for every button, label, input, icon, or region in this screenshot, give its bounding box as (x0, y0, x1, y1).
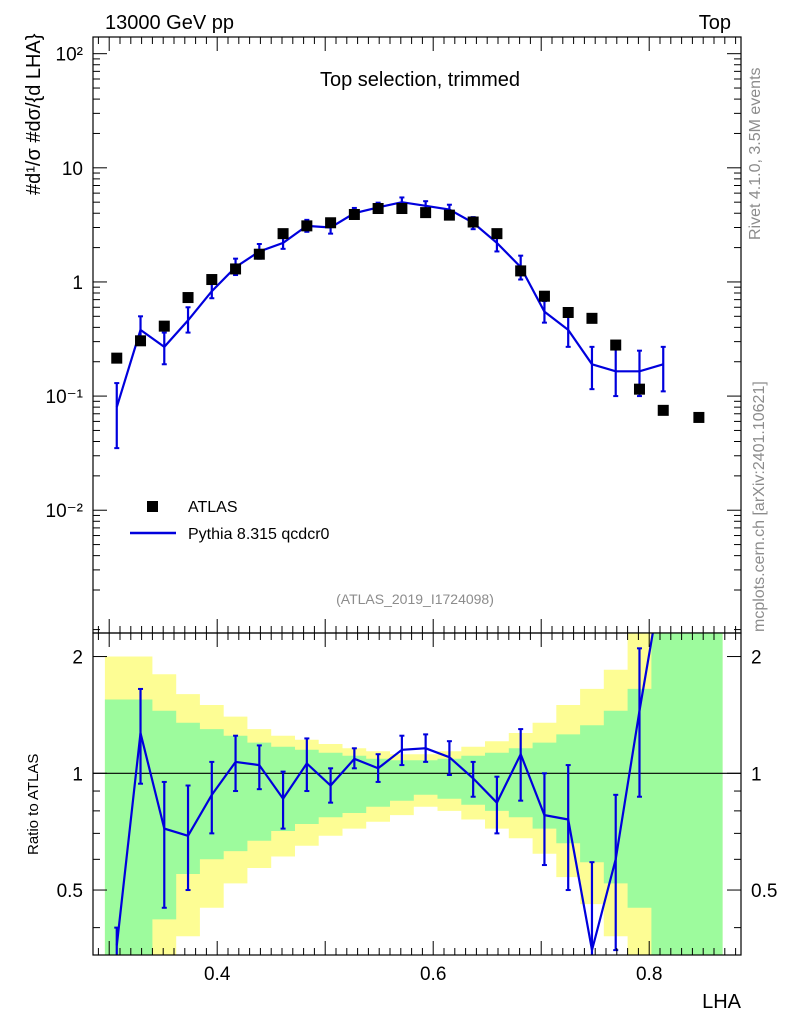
y-tick-label: 10⁻² (46, 501, 84, 522)
main-frame (92, 36, 742, 634)
energy-label: 13000 GeV pp (105, 12, 234, 34)
mcplots-label: mcplots.cern.ch [arXiv:2401.10621] (751, 381, 768, 632)
ratio-y-tick-label-left: 2 (72, 648, 83, 669)
analysis-label: (ATLAS_2019_I1724098) (336, 591, 494, 607)
main-title: Top selection, trimmed (320, 69, 520, 91)
atlas-data-point (325, 217, 337, 229)
ratio-y-tick-label-right: 0.5 (751, 881, 777, 902)
atlas-data-point (111, 352, 123, 364)
x-tick-label: 0.4 (204, 964, 231, 985)
ratio-y-tick-label-right: 2 (751, 648, 762, 669)
ratio-mc-line (115, 633, 654, 951)
atlas-data-point (277, 228, 289, 240)
atlas-data-point (515, 265, 527, 277)
atlas-data-point (396, 203, 408, 215)
atlas-data-point (158, 320, 170, 332)
y-tick-label: 10 (62, 159, 83, 180)
atlas-data-point (348, 208, 360, 220)
main-data-layer (111, 196, 705, 450)
atlas-data-point (420, 207, 432, 219)
process-label: Top (699, 12, 731, 34)
atlas-data-point (182, 292, 194, 304)
atlas-data-point (372, 203, 384, 215)
ratio-y-tick-label-right: 1 (751, 764, 762, 785)
atlas-data-point (135, 335, 147, 347)
atlas-data-point (610, 339, 622, 351)
ratio-frame (92, 632, 742, 956)
ratio-ticks: 0.5 0.5 1 1 2 2 0.4 0.6 0.8 (57, 633, 777, 985)
atlas-data-point (443, 209, 455, 221)
y-tick-label: 1 (72, 273, 83, 294)
legend-mc-label: Pythia 8.315 qcdcr0 (188, 526, 330, 543)
ratio-y-tick-label-left: 1 (72, 764, 83, 785)
ratio-inner-uncertainty-band (104, 633, 723, 955)
ratio-y-tick-label-left: 0.5 (57, 881, 83, 902)
atlas-data-point (562, 306, 574, 318)
legend-atlas-marker (147, 501, 158, 512)
rivet-version-label: Rivet 4.1.0, 3.5M events (747, 67, 764, 240)
ratio-data-layer (93, 633, 741, 955)
atlas-data-point (657, 404, 669, 416)
atlas-data-point (586, 312, 598, 324)
x-axis-label: LHA (702, 991, 742, 1013)
y-tick-label: 10⁻¹ (46, 387, 84, 408)
atlas-data-point (301, 220, 313, 232)
atlas-data-point (467, 216, 479, 228)
y-tick-label: 10² (56, 45, 83, 66)
atlas-data-point (633, 383, 645, 395)
ratio-y-axis-label: Ratio to ATLAS (25, 754, 42, 855)
atlas-data-point (693, 411, 705, 423)
legend-atlas-label: ATLAS (188, 499, 238, 516)
ratio-panel: 0.5 0.5 1 1 2 2 0.4 0.6 0.8 Ratio to ATLAS LHA (25, 632, 777, 1013)
x-tick-label: 0.6 (420, 964, 446, 985)
atlas-data-point (491, 228, 503, 240)
atlas-data-point (253, 248, 265, 260)
mc-series-line (115, 201, 664, 408)
atlas-data-point (538, 290, 550, 302)
atlas-data-point (230, 263, 242, 275)
main-y-axis-label: #d¹/σ #dσ/{d LHA} (23, 33, 45, 195)
atlas-data-point (206, 274, 218, 286)
x-tick-label: 0.8 (636, 964, 662, 985)
main-panel: 10⁻² 10⁻¹ 1 10 10² Top selection, trimmed (A… (23, 33, 742, 634)
main-ticks: 10⁻² 10⁻¹ 1 10 10² (46, 37, 741, 633)
